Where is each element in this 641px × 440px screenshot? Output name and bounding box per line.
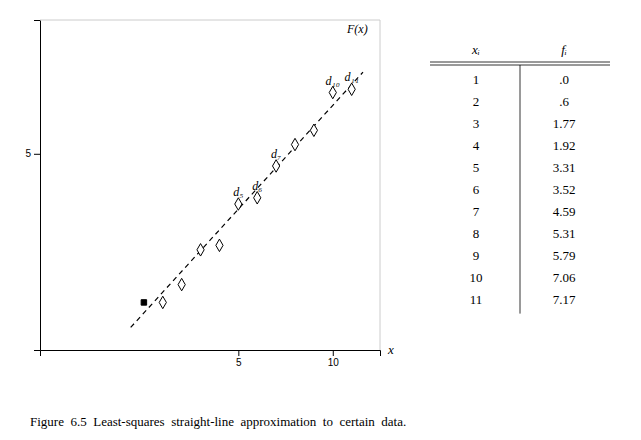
data-point	[197, 244, 204, 256]
table-cell: 11	[470, 292, 483, 307]
annotation: d₆	[252, 179, 262, 193]
x-axis-title: x	[387, 342, 394, 357]
data-point	[254, 192, 261, 204]
x-axis-line	[41, 351, 381, 357]
table-header: xᵢ	[471, 42, 480, 57]
annotations: F(x) d₅ d₆ d₇ d₁₀ d₁₁	[233, 22, 367, 199]
table: xᵢ fᵢ 1 .0 2 .6 3 1.77 4 1.92 5 3.31 6 3.52 7 4.59 8 5.31…	[430, 42, 610, 314]
data-point	[216, 239, 223, 251]
table-cell: 3.52	[553, 182, 576, 197]
table-cell: 5.31	[553, 226, 576, 241]
table-cell: 6	[473, 182, 480, 197]
data-point	[291, 138, 298, 150]
table-cell: 5	[473, 160, 480, 175]
table-cell: 10	[470, 270, 483, 285]
annotation: d₁₁	[344, 70, 358, 84]
table-cell: 8	[473, 226, 480, 241]
annotation: d₇	[271, 147, 281, 161]
table-cell: 4	[473, 138, 480, 153]
data-point	[310, 124, 317, 136]
x-tick-label: 5	[236, 357, 242, 368]
data-point	[159, 296, 166, 308]
annotation: F(x)	[346, 22, 368, 36]
caption: Figure 6.5 Least-squares straight-line a…	[30, 414, 406, 429]
table-cell: .6	[559, 94, 569, 109]
x-tick: 5	[236, 350, 242, 368]
annotation: d₅	[233, 185, 243, 199]
x-tick-label: 10	[328, 357, 340, 368]
data-point	[348, 83, 355, 95]
x-axis: 5 10	[41, 350, 381, 368]
table-cell: 9	[473, 248, 480, 263]
table-cell: 1.77	[553, 116, 576, 131]
x-tick: 10	[328, 350, 340, 368]
origin-marker	[141, 300, 146, 305]
table-cell: 7.17	[553, 292, 576, 307]
y-axis-line	[34, 21, 41, 351]
fit-line	[131, 72, 363, 327]
x-tick-mark	[238, 350, 239, 356]
table-cell: 7.06	[553, 270, 576, 285]
x-tick-mark	[333, 350, 334, 356]
table-cell: 3.31	[553, 160, 576, 175]
y-tick: 5	[25, 148, 40, 159]
table-rule	[430, 62, 610, 63]
marks	[131, 72, 363, 327]
plot-frame	[40, 20, 380, 350]
table-cell: 3	[473, 116, 480, 131]
table-cell: 7	[473, 204, 480, 219]
y-tick-label: 5	[25, 148, 31, 159]
data-point	[273, 160, 280, 172]
y-tick-mark	[34, 154, 40, 155]
table-cell: 1.92	[553, 138, 576, 153]
table-cell: 2	[473, 94, 480, 109]
data-point	[329, 86, 336, 98]
table-cell: 4.59	[553, 204, 576, 219]
chart: 5 10 5 F(x) d₅ d₆ d₇ d₁₀ d₁₁ x xᵢ fᵢ 1 .0 2 .6 3 1.77 4 1.9…	[0, 0, 641, 440]
data-point	[235, 198, 242, 210]
table-header: fᵢ	[561, 42, 567, 57]
table-divider	[520, 65, 521, 314]
data-point	[178, 278, 185, 290]
y-axis: 5	[25, 21, 40, 351]
table-cell: 5.79	[553, 248, 576, 263]
table-cell: 1	[473, 72, 480, 87]
table-cell: .0	[559, 72, 569, 87]
annotation: d₁₀	[326, 74, 340, 88]
